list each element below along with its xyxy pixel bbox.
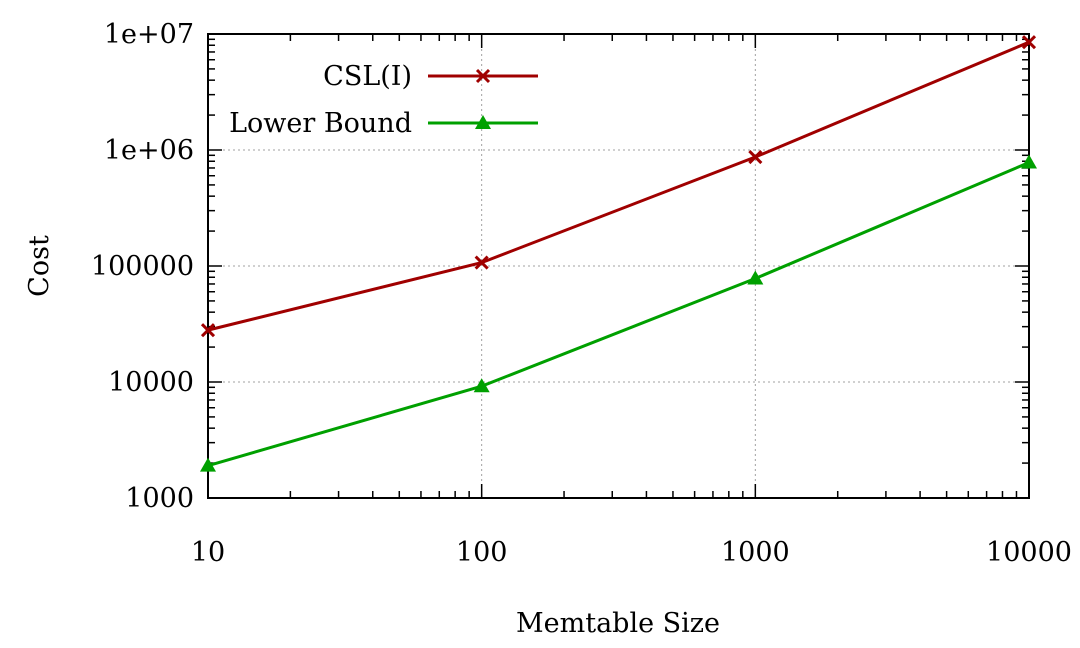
y-axis-title: Cost	[24, 235, 55, 297]
y-tick-label: 1e+07	[104, 19, 194, 50]
x-tick-label: 10000	[986, 537, 1072, 568]
data-point	[748, 149, 763, 165]
x-tick-label: 10	[191, 537, 225, 568]
legend: CSL(I) Lower Bound	[229, 61, 538, 139]
series-line	[207, 161, 1030, 468]
series-layer	[200, 35, 1037, 472]
legend-marker	[475, 68, 491, 84]
data-point	[1021, 35, 1037, 50]
x-tick-label: 100	[456, 537, 508, 568]
data-point	[200, 323, 216, 338]
y-tick-label: 100000	[91, 251, 194, 282]
legend-label: Lower Bound	[229, 108, 412, 139]
legend-entry-csl-i: CSL(I)	[323, 61, 538, 92]
x-axis-title: Memtable Size	[516, 608, 720, 639]
series-lower-bound	[200, 154, 1037, 472]
x-tick-labels: 10 100 1000 10000	[191, 537, 1072, 568]
legend-entry-lower-bound: Lower Bound	[229, 108, 538, 139]
x-tick-label: 1000	[721, 537, 790, 568]
minor-ticks	[208, 34, 1029, 498]
data-point	[473, 378, 490, 393]
y-tick-label: 10000	[108, 367, 194, 398]
legend-label: CSL(I)	[323, 61, 412, 92]
data-point	[1021, 154, 1037, 169]
y-tick-label: 1000	[125, 483, 194, 514]
data-point	[474, 255, 489, 270]
series-line	[207, 40, 1030, 332]
y-tick-labels: 1000 10000 100000 1e+06 1e+07	[91, 19, 194, 514]
data-point	[747, 270, 764, 285]
legend-marker	[475, 115, 491, 129]
y-tick-label: 1e+06	[104, 135, 194, 166]
grid-lines	[208, 34, 1029, 498]
plot-frame	[207, 33, 1030, 499]
data-point	[200, 457, 216, 472]
series-csl-i	[200, 35, 1037, 338]
